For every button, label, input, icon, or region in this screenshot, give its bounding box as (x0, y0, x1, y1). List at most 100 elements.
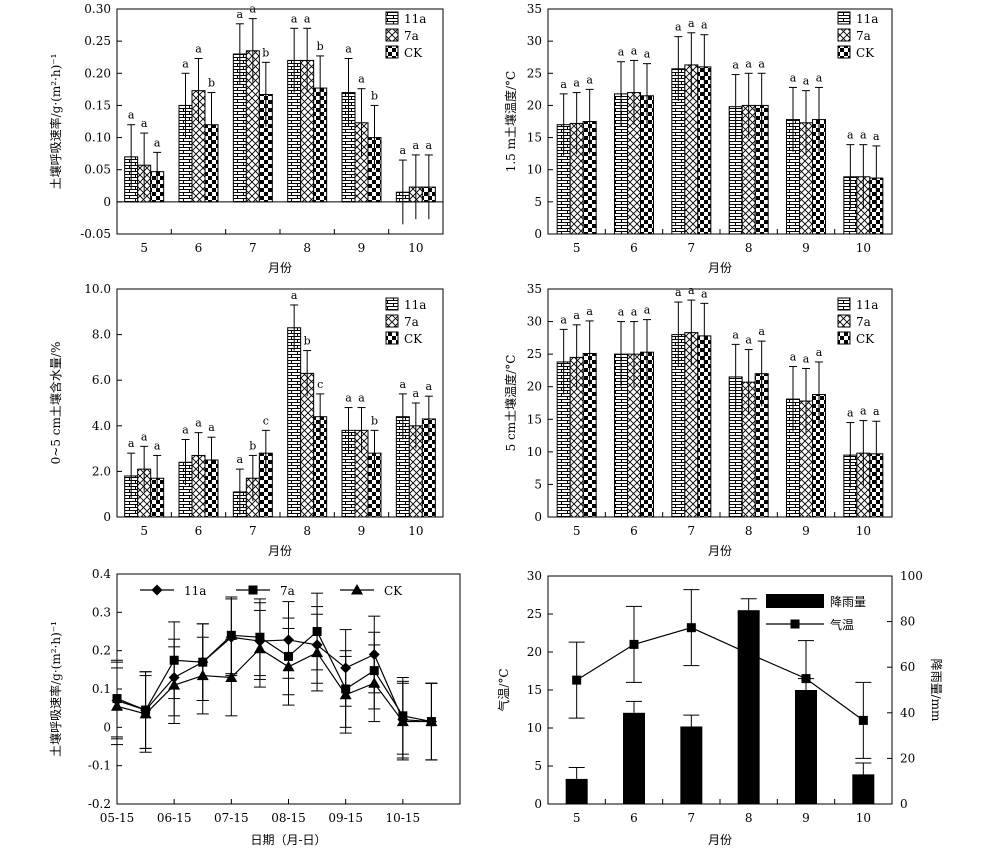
data-point (168, 679, 181, 690)
x-tick-label: 8 (745, 811, 753, 825)
y-tick-label: 0.1 (92, 682, 111, 696)
series-line (116, 647, 432, 723)
y2-tick-label: 20 (900, 751, 915, 765)
x-tick-label: 9 (358, 241, 366, 255)
rain-bar (680, 726, 703, 804)
significance-label: a (675, 286, 682, 299)
significance-label: a (291, 12, 298, 25)
significance-label: a (644, 48, 651, 61)
x-tick-label: 08-15 (271, 811, 306, 825)
rain-bar (737, 610, 760, 804)
legend-label: CK (404, 332, 423, 346)
y-axis-title: 0~5 cm土壤含水量/% (48, 342, 63, 465)
x-tick-label: 6 (630, 241, 638, 255)
significance-label: a (860, 405, 867, 418)
legend-marker (248, 585, 258, 595)
x-tick-label: 10 (856, 811, 871, 825)
data-point (111, 700, 123, 711)
significance-label: a (675, 21, 682, 34)
y-axis-title: 5 cm土壤温度/°C (503, 355, 518, 452)
temp-line (576, 627, 864, 721)
significance-label: a (618, 46, 625, 59)
y-tick-label: 0 (103, 510, 111, 524)
y-tick-label: 15 (527, 683, 542, 697)
significance-label: a (732, 328, 739, 341)
legend-swatch (385, 11, 399, 25)
significance-label: a (586, 73, 593, 86)
significance-label: a (400, 144, 407, 157)
significance-label: a (345, 392, 352, 405)
significance-label: a (790, 71, 797, 84)
significance-label: a (141, 430, 148, 443)
y-tick-label: 0.10 (84, 131, 111, 145)
data-point (368, 677, 381, 688)
legend-swatch (837, 297, 851, 311)
significance-label: a (128, 109, 135, 122)
legend-label: 7a (404, 315, 419, 329)
data-point (225, 671, 238, 682)
rain-bar (852, 774, 875, 804)
data-point (253, 642, 266, 654)
significance-label: a (560, 78, 567, 91)
significance-label: a (208, 421, 215, 434)
significance-label: a (291, 289, 298, 302)
series-line (116, 630, 432, 723)
x-tick-label: 05-15 (100, 811, 135, 825)
significance-label: b (262, 46, 269, 59)
temp-point (858, 715, 868, 725)
legend-marker (151, 584, 163, 596)
data-point (196, 669, 209, 681)
y-axis-title: 土壤呼吸速率/g·(m²·h)⁻¹ (48, 621, 63, 757)
data-point (226, 630, 236, 640)
x-tick-label: 7 (688, 524, 696, 538)
y-tick-label: 30 (527, 34, 542, 48)
x-tick-label: 10 (408, 241, 423, 255)
significance-label: a (816, 346, 823, 359)
y2-tick-label: 80 (900, 615, 915, 629)
legend-marker (351, 584, 363, 595)
significance-label: a (400, 378, 407, 391)
significance-label: a (688, 17, 695, 30)
y-tick-label: 10 (527, 163, 542, 177)
data-point (282, 660, 295, 672)
x-tick-label: 6 (630, 811, 638, 825)
y-tick-label: 0.05 (84, 163, 111, 177)
significance-label: a (426, 380, 433, 393)
x-tick-label: 7 (249, 241, 257, 255)
significance-label: a (758, 57, 765, 70)
x-tick-label: 9 (802, 241, 810, 255)
x-tick-label: 10 (856, 524, 871, 538)
legend-label: CK (384, 584, 403, 598)
significance-label: a (237, 453, 244, 466)
x-tick-label: 7 (249, 524, 257, 538)
y2-axis-title: 降雨量/mm (929, 659, 943, 722)
legend-swatch (837, 11, 851, 25)
y-tick-label: 6.0 (92, 373, 111, 387)
x-axis-title: 月份 (708, 833, 732, 847)
significance-label: a (732, 59, 739, 72)
x-tick-label: 8 (745, 524, 753, 538)
data-point (339, 688, 352, 700)
y-tick-label: 0 (103, 720, 111, 734)
significance-label: b (317, 40, 324, 53)
plot-frame (547, 8, 893, 235)
y-tick-label: 0.15 (84, 98, 111, 112)
x-tick-label: 10 (408, 524, 423, 538)
x-tick-label: 06-15 (157, 811, 192, 825)
series-line (116, 636, 432, 723)
legend-label: 11a (404, 298, 426, 312)
legend-label: CK (856, 46, 875, 60)
rain-bar (795, 690, 817, 804)
significance-label: a (758, 325, 765, 338)
x-axis-title: 月份 (708, 261, 732, 275)
x-tick-label: 9 (358, 524, 366, 538)
y-tick-label: 15 (527, 412, 542, 426)
x-tick-label: 5 (140, 524, 148, 538)
legend-label: 11a (856, 298, 878, 312)
y2-tick-label: 100 (900, 569, 923, 583)
x-tick-label: 8 (745, 241, 753, 255)
significance-label: a (182, 57, 189, 70)
significance-label: a (560, 313, 567, 326)
